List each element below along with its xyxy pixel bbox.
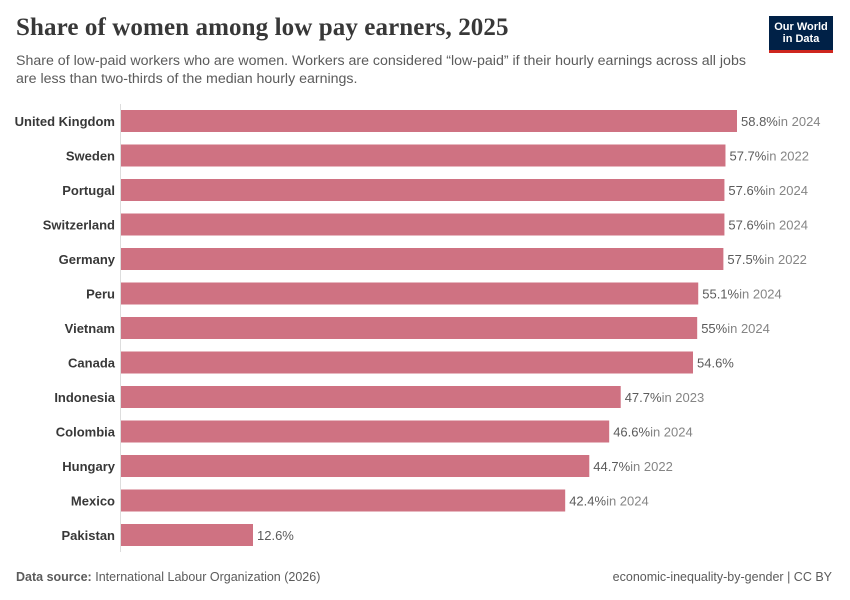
value-text: 44.7% bbox=[593, 459, 630, 474]
category-label: Vietnam bbox=[65, 321, 115, 336]
category-label: Germany bbox=[59, 252, 116, 267]
year-note: in 2022 bbox=[630, 459, 673, 474]
bar bbox=[121, 317, 698, 339]
logo-line-1: Our World bbox=[774, 21, 828, 33]
category-label: Mexico bbox=[71, 494, 115, 509]
bar bbox=[121, 489, 566, 512]
bar bbox=[121, 110, 737, 132]
value-label: 58.8%in 2024 bbox=[741, 114, 821, 129]
category-label: Hungary bbox=[62, 459, 116, 474]
category-label: Peru bbox=[86, 287, 115, 302]
year-note: in 2024 bbox=[765, 218, 808, 233]
year-note: in 2023 bbox=[662, 390, 705, 405]
license-note[interactable]: economic-inequality-by-gender | CC BY bbox=[612, 570, 832, 584]
category-label: Sweden bbox=[66, 149, 115, 164]
logo-line-2: in Data bbox=[782, 33, 820, 45]
bar bbox=[121, 524, 253, 546]
value-label: 57.5%in 2022 bbox=[727, 252, 807, 267]
value-label: 44.7%in 2022 bbox=[593, 459, 673, 474]
value-label: 55%in 2024 bbox=[701, 321, 770, 336]
category-label: Colombia bbox=[56, 425, 116, 440]
category-label: Indonesia bbox=[54, 390, 115, 405]
year-note: in 2024 bbox=[778, 114, 821, 129]
value-text: 54.6% bbox=[697, 356, 734, 371]
value-label: 57.6%in 2024 bbox=[728, 218, 808, 233]
bar bbox=[121, 455, 590, 477]
bar bbox=[121, 179, 725, 201]
bar bbox=[121, 282, 699, 305]
value-label: 55.1%in 2024 bbox=[702, 287, 782, 302]
value-label: 12.6% bbox=[257, 528, 294, 543]
value-label: 47.7%in 2023 bbox=[625, 390, 705, 405]
bar bbox=[121, 248, 724, 270]
value-label: 46.6%in 2024 bbox=[613, 425, 693, 440]
value-text: 57.5% bbox=[727, 252, 764, 267]
year-note: in 2024 bbox=[765, 183, 808, 198]
data-source-link[interactable]: International Labour Organization (2026) bbox=[95, 570, 321, 584]
value-text: 46.6% bbox=[613, 425, 650, 440]
value-text: 55% bbox=[701, 321, 727, 336]
value-text: 58.8% bbox=[741, 114, 778, 129]
value-label: 42.4%in 2024 bbox=[569, 494, 649, 509]
category-label: Portugal bbox=[62, 183, 115, 198]
value-text: 55.1% bbox=[702, 287, 739, 302]
category-label: Switzerland bbox=[43, 218, 115, 233]
value-text: 57.7% bbox=[729, 149, 766, 164]
chart-title: Share of women among low pay earners, 20… bbox=[16, 14, 509, 41]
category-label: United Kingdom bbox=[15, 114, 115, 129]
year-note: in 2024 bbox=[727, 321, 770, 336]
value-text: 42.4% bbox=[569, 494, 606, 509]
year-note: in 2024 bbox=[739, 287, 782, 302]
year-note: in 2022 bbox=[766, 149, 809, 164]
chart-subtitle: Share of low-paid workers who are women.… bbox=[16, 53, 746, 87]
value-label: 54.6% bbox=[697, 356, 734, 371]
year-note: in 2022 bbox=[764, 252, 807, 267]
category-label: Pakistan bbox=[62, 528, 116, 543]
value-label: 57.7%in 2022 bbox=[729, 149, 809, 164]
value-label: 57.6%in 2024 bbox=[728, 183, 808, 198]
value-text: 57.6% bbox=[728, 218, 765, 233]
value-text: 57.6% bbox=[728, 183, 765, 198]
year-note: in 2024 bbox=[606, 494, 649, 509]
bar bbox=[121, 351, 693, 374]
value-text: 12.6% bbox=[257, 528, 294, 543]
bar bbox=[121, 144, 726, 167]
category-label: Canada bbox=[68, 356, 116, 371]
bar bbox=[121, 420, 610, 443]
data-source: Data source: International Labour Organi… bbox=[16, 570, 320, 584]
data-source-label: Data source: bbox=[16, 570, 92, 584]
bar bbox=[121, 386, 621, 408]
value-text: 47.7% bbox=[625, 390, 662, 405]
bar bbox=[121, 213, 725, 236]
year-note: in 2024 bbox=[650, 425, 693, 440]
owid-logo[interactable]: Our World in Data bbox=[769, 16, 833, 53]
